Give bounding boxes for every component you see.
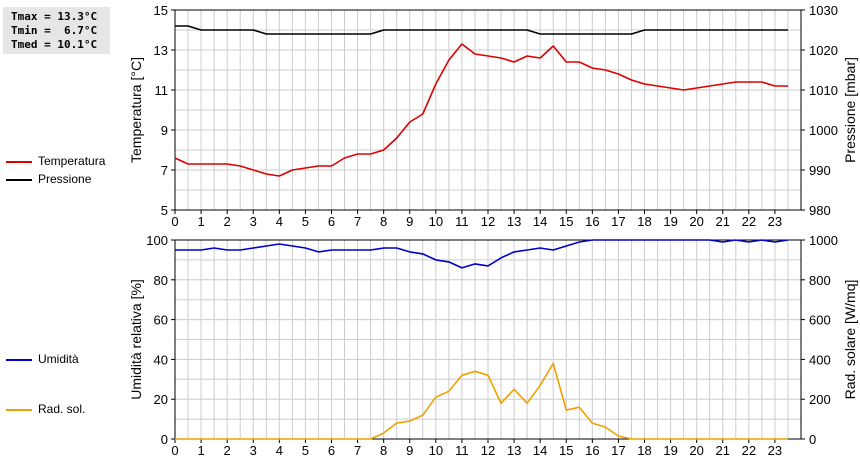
chart-bottom-ytick-right-label: 0	[809, 432, 816, 447]
chart-top-xtick-label: 11	[455, 214, 469, 229]
chart-top-ytick-left-label: 13	[154, 43, 168, 58]
chart-top-xtick-label: 6	[328, 214, 335, 229]
chart-top-xtick-label: 4	[276, 214, 283, 229]
stats-box: Tmax = 13.3°C Tmin = 6.7°C Tmed = 10.1°C	[3, 7, 110, 54]
stats-tmed: Tmed = 10.1°C	[11, 38, 98, 51]
legend-swatch-pressione	[6, 179, 32, 181]
chart-top-xtick-label: 21	[716, 214, 730, 229]
chart-top-xtick-label: 23	[768, 214, 782, 229]
chart-top-xtick-label: 17	[611, 214, 625, 229]
chart-top-xtick-label: 22	[742, 214, 756, 229]
chart-bottom-xtick-label: 12	[481, 443, 495, 458]
chart-bottom-xtick-label: 22	[742, 443, 756, 458]
chart-bottom-xtick-label: 15	[559, 443, 573, 458]
chart-top-xtick-label: 5	[302, 214, 309, 229]
chart-bottom-xtick-label: 10	[429, 443, 443, 458]
chart-top-xtick-label: 12	[481, 214, 495, 229]
legend-swatch-rad-sol	[6, 409, 32, 411]
chart-bottom-xtick-label: 7	[354, 443, 361, 458]
legend-swatch-temperatura	[6, 161, 32, 163]
chart-top-ytick-left-label: 15	[154, 3, 168, 18]
chart-bottom-xtick-label: 2	[224, 443, 231, 458]
chart-top-xtick-label: 14	[533, 214, 547, 229]
chart-bottom-ytick-left-label: 20	[154, 392, 168, 407]
chart-bottom-ylabel-left: Umidità relativa [%]	[128, 279, 144, 400]
chart-top-series-pressione-line	[175, 25, 788, 35]
chart-bottom-xtick-label: 8	[380, 443, 387, 458]
chart-bottom-xtick-label: 9	[406, 443, 413, 458]
chart-top-ytick-right-label: 990	[809, 163, 831, 178]
chart-bottom-ytick-left-label: 0	[161, 432, 168, 447]
chart-top-xtick-label: 13	[507, 214, 521, 229]
chart-top-ytick-right-label: 1020	[809, 43, 838, 58]
chart-bottom-xtick-label: 20	[689, 443, 703, 458]
chart-top-ytick-right-label: 1000	[809, 123, 838, 138]
chart-bottom-ytick-right-label: 1000	[809, 233, 838, 248]
chart-top-ytick-right-label: 980	[809, 203, 831, 218]
chart-top-ytick-right-label: 1030	[809, 3, 838, 18]
chart-top-xtick-label: 3	[250, 214, 257, 229]
chart-top-xtick-label: 15	[559, 214, 573, 229]
legend-label-temperatura: Temperatura	[38, 154, 106, 168]
chart-top-xtick-label: 2	[224, 214, 231, 229]
stats-tmin: Tmin = 6.7°C	[11, 24, 98, 37]
chart-top-xtick-label: 1	[197, 214, 204, 229]
chart-top-ytick-left-label: 9	[161, 123, 168, 138]
chart-top-xtick-label: 16	[585, 214, 599, 229]
chart-bottom-xtick-label: 13	[507, 443, 521, 458]
chart-bottom-ytick-left-label: 80	[154, 273, 168, 288]
chart-top-ylabel-right: Pressione [mbar]	[842, 57, 858, 163]
chart-top-xtick-label: 8	[380, 214, 387, 229]
chart-bottom-series-umidita-line	[175, 239, 789, 269]
chart-bottom-ylabel-right: Rad. solare [W/mq]	[842, 280, 858, 400]
legend-swatch-umidita	[6, 359, 32, 361]
chart-bottom-ytick-left-label: 60	[154, 313, 168, 328]
chart-top-ytick-left-label: 7	[161, 163, 168, 178]
chart-bottom-xtick-label: 14	[533, 443, 547, 458]
chart-bottom-xtick-label: 0	[171, 443, 178, 458]
chart-top-series-temperatura-line	[174, 43, 788, 177]
chart-top-ytick-right-label: 1010	[809, 83, 838, 98]
chart-top-ylabel-left: Temperatura [°C]	[128, 57, 144, 163]
chart-top-xtick-label: 0	[171, 214, 178, 229]
chart-bottom-xtick-label: 4	[276, 443, 283, 458]
chart-bottom-xtick-label: 17	[611, 443, 625, 458]
legend-label-umidita: Umidità	[38, 352, 79, 366]
chart-bottom-xtick-label: 21	[716, 443, 730, 458]
chart-bottom-ytick-right-label: 200	[809, 392, 831, 407]
stats-tmax: Tmax = 13.3°C	[11, 10, 98, 23]
chart-bottom-xtick-label: 6	[328, 443, 335, 458]
chart-bottom-ytick-right-label: 600	[809, 313, 831, 328]
legend-label-rad-sol: Rad. sol.	[38, 402, 86, 416]
chart-bottom-xtick-label: 11	[455, 443, 469, 458]
chart-bottom-ytick-left-label: 100	[146, 233, 168, 248]
chart-top-xtick-label: 10	[429, 214, 443, 229]
chart-top-xtick-label: 18	[637, 214, 651, 229]
legend-label-pressione: Pressione	[38, 172, 92, 186]
chart-bottom-xtick-label: 5	[302, 443, 309, 458]
chart-top-xtick-label: 19	[663, 214, 677, 229]
chart-top-xtick-label: 9	[406, 214, 413, 229]
chart-bottom-ytick-left-label: 40	[154, 352, 168, 367]
chart-bottom-xtick-label: 16	[585, 443, 599, 458]
chart-top-xtick-label: 7	[354, 214, 361, 229]
chart-bottom-ytick-right-label: 800	[809, 273, 831, 288]
chart-bottom-xtick-label: 1	[197, 443, 204, 458]
chart-top-ytick-left-label: 5	[161, 203, 168, 218]
chart-top-ytick-left-label: 11	[155, 83, 169, 98]
chart-bottom-xtick-label: 19	[663, 443, 677, 458]
chart-bottom-ytick-right-label: 400	[809, 352, 831, 367]
chart-bottom-xtick-label: 18	[637, 443, 651, 458]
chart-bottom-series-rad-sol-line	[175, 362, 788, 440]
chart-bottom-xtick-label: 23	[768, 443, 782, 458]
chart-top-xtick-label: 20	[689, 214, 703, 229]
chart-bottom-xtick-label: 3	[250, 443, 257, 458]
